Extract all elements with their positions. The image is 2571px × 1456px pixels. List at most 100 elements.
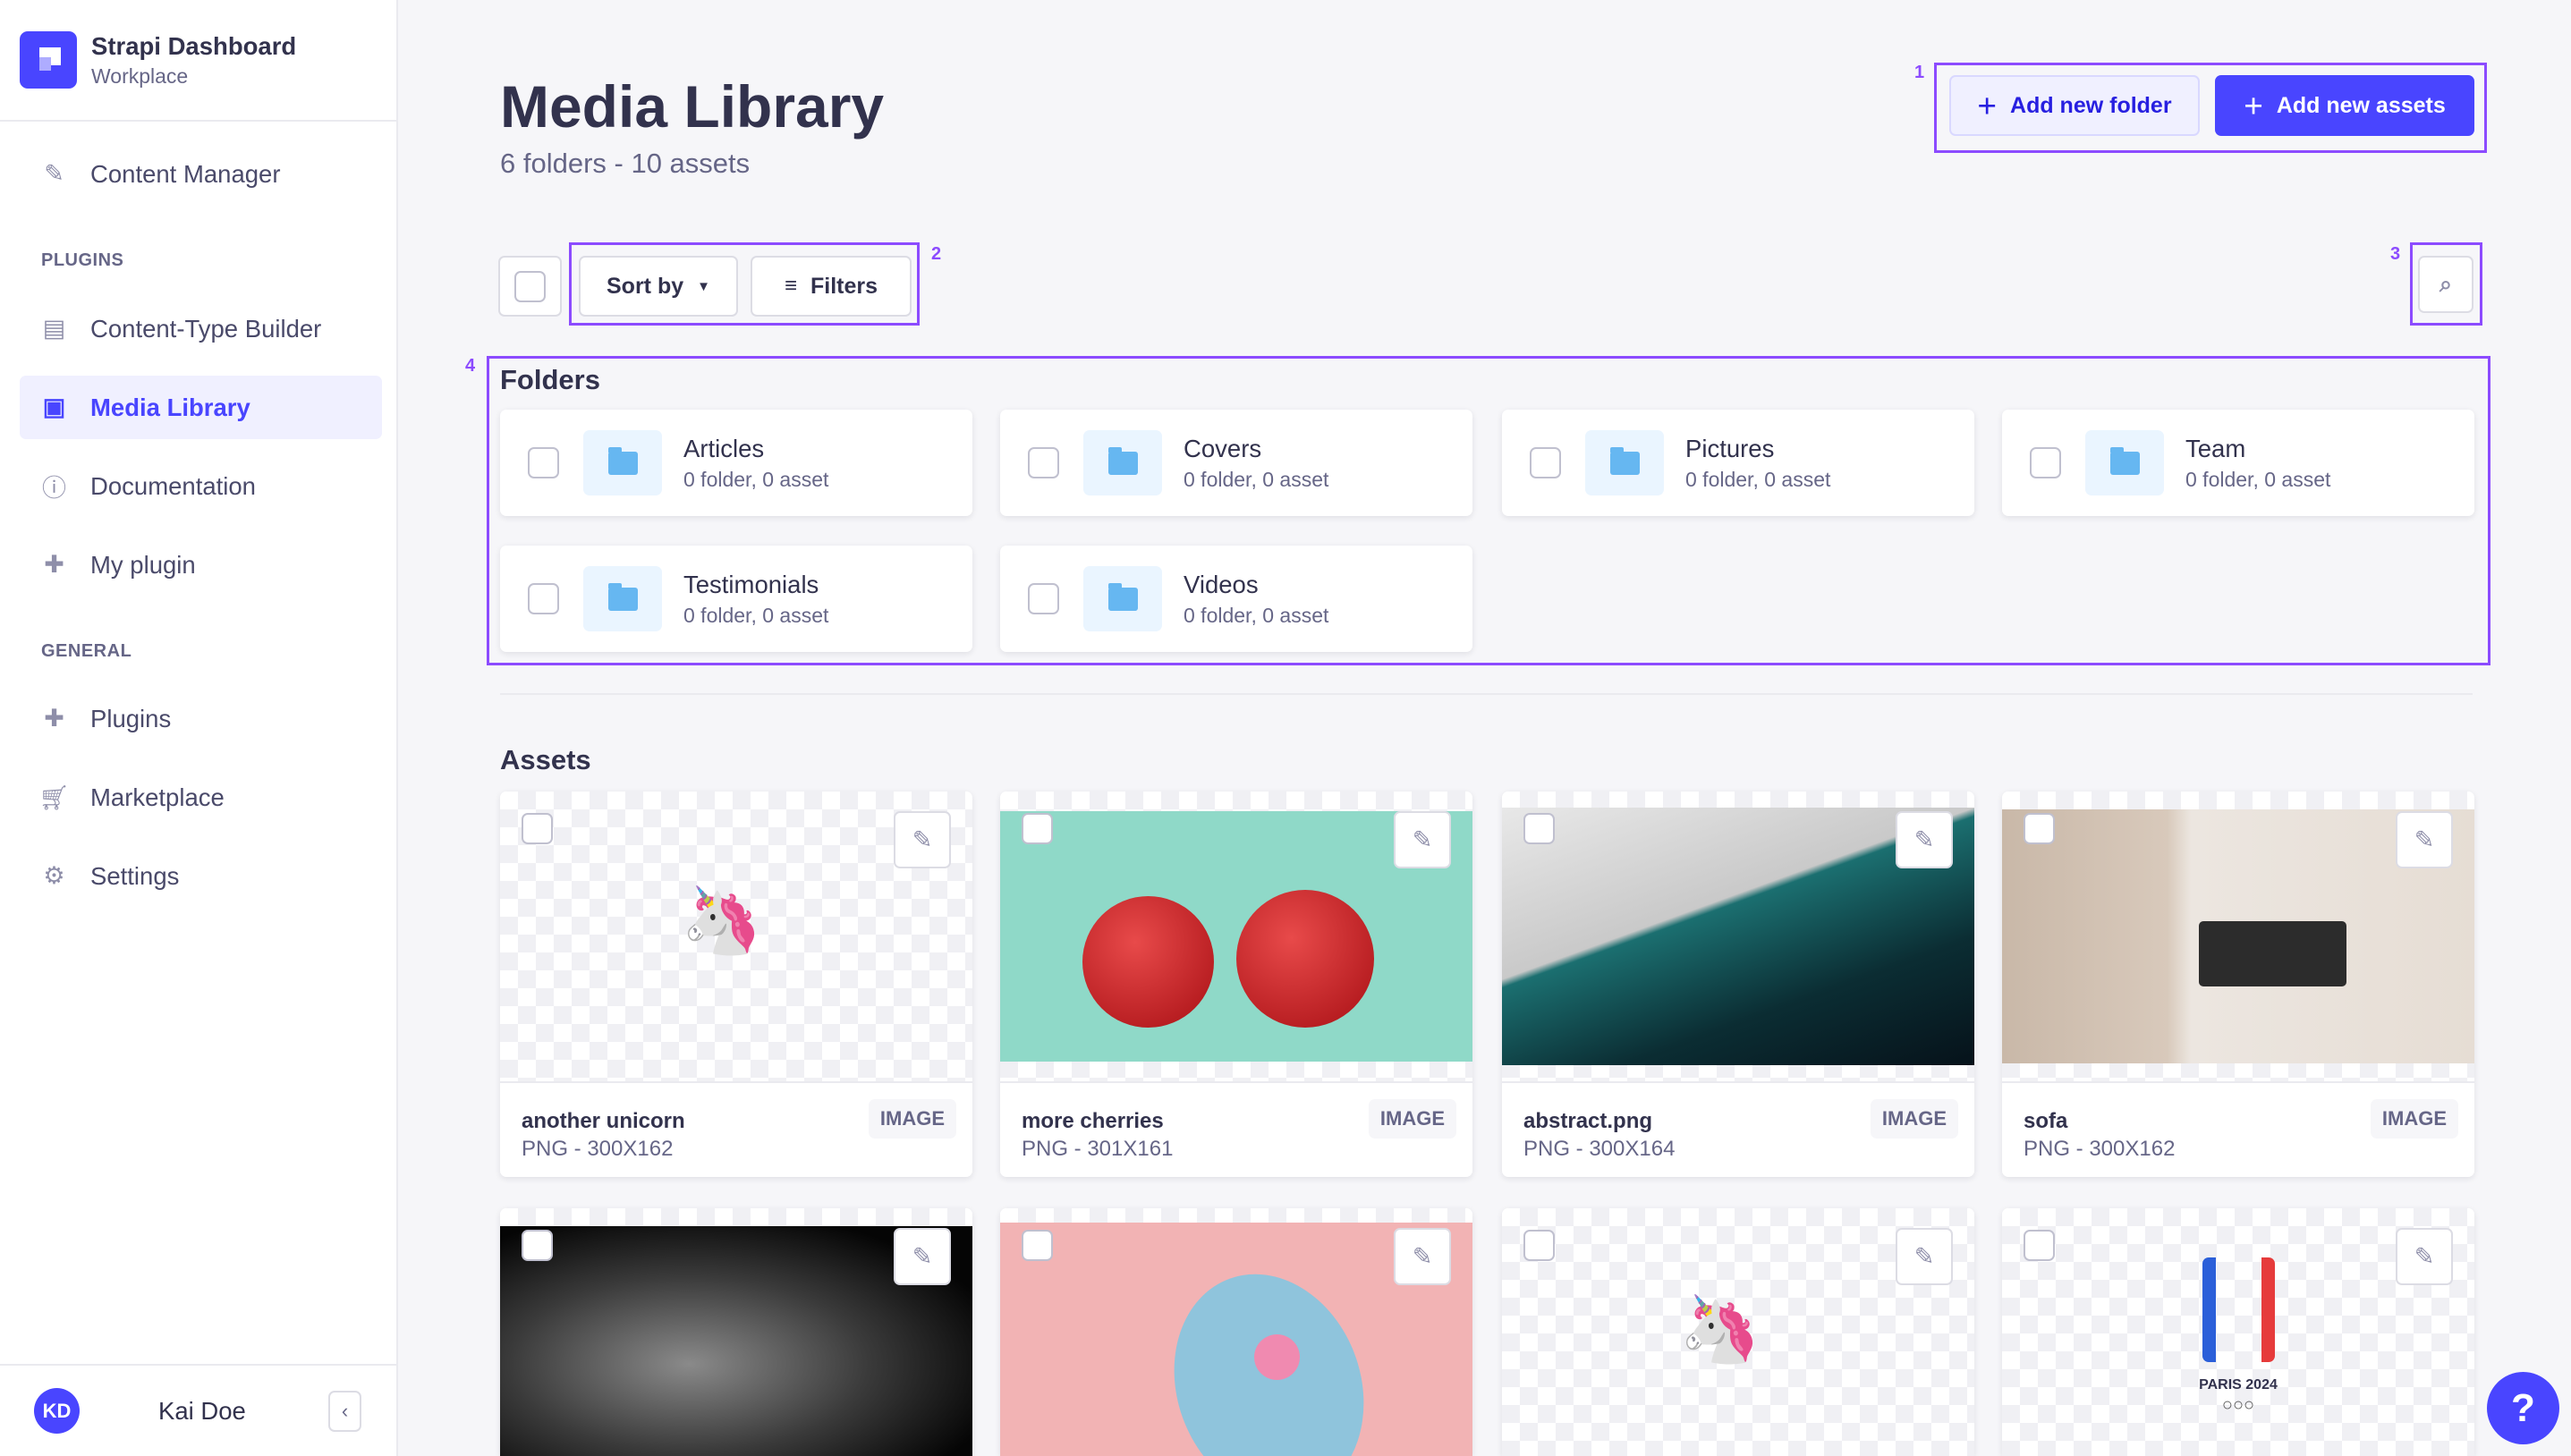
asset-checkbox[interactable] (1523, 1230, 1555, 1261)
folder-icon (1585, 430, 1664, 495)
folder-card[interactable]: Testimonials 0 folder, 0 asset (500, 546, 972, 652)
assets-heading: Assets (500, 744, 591, 775)
asset-checkbox[interactable] (2024, 1230, 2055, 1261)
general-heading: GENERAL (41, 641, 132, 661)
asset-type-badge: IMAGE (2370, 1099, 2458, 1139)
asset-thumbnail: 🦄 (1502, 1208, 1974, 1456)
user-panel: KD Kai Doe ‹ (0, 1364, 396, 1456)
sidebar-item-label: Marketplace (90, 783, 225, 811)
asset-card[interactable]: 🦄 ✎ another unicorn PNG - 300X162 IMAGE (500, 791, 972, 1177)
asset-checkbox[interactable] (1022, 1230, 1053, 1261)
avatar[interactable]: KD (34, 1388, 80, 1434)
pencil-icon: ✎ (912, 825, 933, 853)
folder-checkbox[interactable] (2030, 447, 2061, 478)
folder-card[interactable]: Videos 0 folder, 0 asset (1000, 546, 1472, 652)
pencil-icon: ✎ (1412, 825, 1433, 853)
folder-checkbox[interactable] (528, 447, 559, 478)
pencil-icon: ✎ (1913, 1242, 1935, 1270)
asset-card[interactable]: ✎ (1000, 1208, 1472, 1456)
page-title: Media Library (500, 73, 885, 140)
folder-icon (1083, 430, 1162, 495)
folder-meta: 0 folder, 0 asset (1184, 467, 1329, 491)
sidebar-item-content-type-builder[interactable]: ▤ Content-Type Builder (20, 297, 382, 360)
asset-name: abstract.png (1523, 1109, 1653, 1133)
annotation-number: 1 (1914, 63, 1925, 82)
sidebar-item-documentation[interactable]: ⓘ Documentation (20, 454, 382, 518)
folder-card[interactable]: Pictures 0 folder, 0 asset (1502, 410, 1974, 516)
help-button[interactable]: ? (2487, 1372, 2559, 1444)
edit-button[interactable]: ✎ (1896, 1228, 1953, 1285)
sidebar-item-content-manager[interactable]: ✎ Content Manager (20, 142, 382, 206)
sidebar-item-marketplace[interactable]: 🛒︎ Marketplace (20, 766, 382, 829)
edit-button[interactable]: ✎ (2396, 1228, 2453, 1285)
search-button[interactable]: ⌕ (2418, 256, 2473, 313)
folder-card[interactable]: Team 0 folder, 0 asset (2002, 410, 2474, 516)
sort-by-button[interactable]: Sort by ▼ (579, 256, 738, 317)
sidebar-item-label: Plugins (90, 704, 172, 732)
logo-text: PARIS 2024 (2199, 1377, 2278, 1393)
folder-card[interactable]: Covers 0 folder, 0 asset (1000, 410, 1472, 516)
edit-button[interactable]: ✎ (2396, 811, 2453, 868)
add-new-folder-button[interactable]: + Add new folder (1949, 75, 2200, 136)
asset-checkbox[interactable] (1022, 813, 1053, 844)
folders-heading: Folders (500, 364, 600, 395)
asset-card[interactable]: PARIS 2024 ○○○ ✎ (2002, 1208, 2474, 1456)
button-label: Add new folder (2010, 92, 2172, 118)
sidebar-item-label: Content Manager (90, 159, 281, 188)
folder-icon (1083, 566, 1162, 631)
question-icon: ? (2511, 1385, 2535, 1430)
puzzle-icon: ✚ (44, 551, 64, 578)
select-all-checkbox[interactable] (514, 270, 546, 302)
sidebar-item-my-plugin[interactable]: ✚ My plugin (20, 533, 382, 597)
asset-checkbox[interactable] (2024, 813, 2055, 844)
folder-meta: 0 folder, 0 asset (2185, 467, 2331, 491)
asset-card[interactable]: ✎ more cherries PNG - 301X161 IMAGE (1000, 791, 1472, 1177)
pencil-icon: ✎ (912, 1242, 933, 1270)
asset-thumbnail: 🦄 (500, 791, 972, 1081)
annotation-box-2 (569, 242, 920, 326)
edit-button[interactable]: ✎ (1394, 1228, 1451, 1285)
sidebar-item-plugins[interactable]: ✚ Plugins (20, 687, 382, 750)
asset-name: another unicorn (522, 1109, 685, 1133)
filters-button[interactable]: ≡ Filters (751, 256, 912, 317)
asset-checkbox[interactable] (522, 813, 553, 844)
cart-icon: 🛒︎ (38, 783, 70, 811)
folder-meta: 0 folder, 0 asset (1184, 603, 1329, 627)
search-icon: ⌕ (2439, 271, 2452, 297)
folder-checkbox[interactable] (1028, 447, 1059, 478)
folder-checkbox[interactable] (1028, 583, 1059, 614)
folder-checkbox[interactable] (1530, 447, 1561, 478)
puzzle-icon: ✚ (44, 705, 64, 732)
asset-type-badge: IMAGE (868, 1099, 956, 1139)
folder-icon (583, 566, 662, 631)
sidebar-item-settings[interactable]: ⚙ Settings (20, 844, 382, 908)
edit-button[interactable]: ✎ (894, 1228, 951, 1285)
button-label: Sort by (607, 273, 684, 299)
asset-card[interactable]: 🦄 ✎ (1502, 1208, 1974, 1456)
asset-checkbox[interactable] (522, 1230, 553, 1261)
annotation-box-4 (487, 356, 2490, 665)
edit-button[interactable]: ✎ (1896, 811, 1953, 868)
button-label: Add new assets (2276, 92, 2446, 118)
sidebar: Strapi Dashboard Workplace ✎ Content Mana… (0, 0, 398, 1456)
annotation-box-3 (2410, 242, 2482, 326)
folder-name: Videos (1184, 570, 1259, 598)
edit-button[interactable]: ✎ (1394, 811, 1451, 868)
edit-button[interactable]: ✎ (894, 811, 951, 868)
image-icon: ▣ (42, 394, 66, 420)
folder-meta: 0 folder, 0 asset (683, 603, 829, 627)
asset-checkbox[interactable] (1523, 813, 1555, 844)
folder-card[interactable]: Articles 0 folder, 0 asset (500, 410, 972, 516)
asset-card[interactable]: ✎ abstract.png PNG - 300X164 IMAGE (1502, 791, 1974, 1177)
folder-checkbox[interactable] (528, 583, 559, 614)
plus-icon: + (1977, 87, 1998, 124)
collapse-sidebar-button[interactable]: ‹ (328, 1391, 361, 1432)
user-name[interactable]: Kai Doe (158, 1396, 246, 1425)
asset-card[interactable]: ✎ sofa PNG - 300X162 IMAGE (2002, 791, 2474, 1177)
sidebar-item-media-library[interactable]: ▣ Media Library (20, 376, 382, 439)
add-new-assets-button[interactable]: + Add new assets (2215, 75, 2474, 136)
asset-thumbnail (1000, 1208, 1472, 1456)
folder-name: Pictures (1685, 434, 1775, 462)
asset-card[interactable]: ✎ (500, 1208, 972, 1456)
sidebar-item-label: Content-Type Builder (90, 314, 322, 343)
